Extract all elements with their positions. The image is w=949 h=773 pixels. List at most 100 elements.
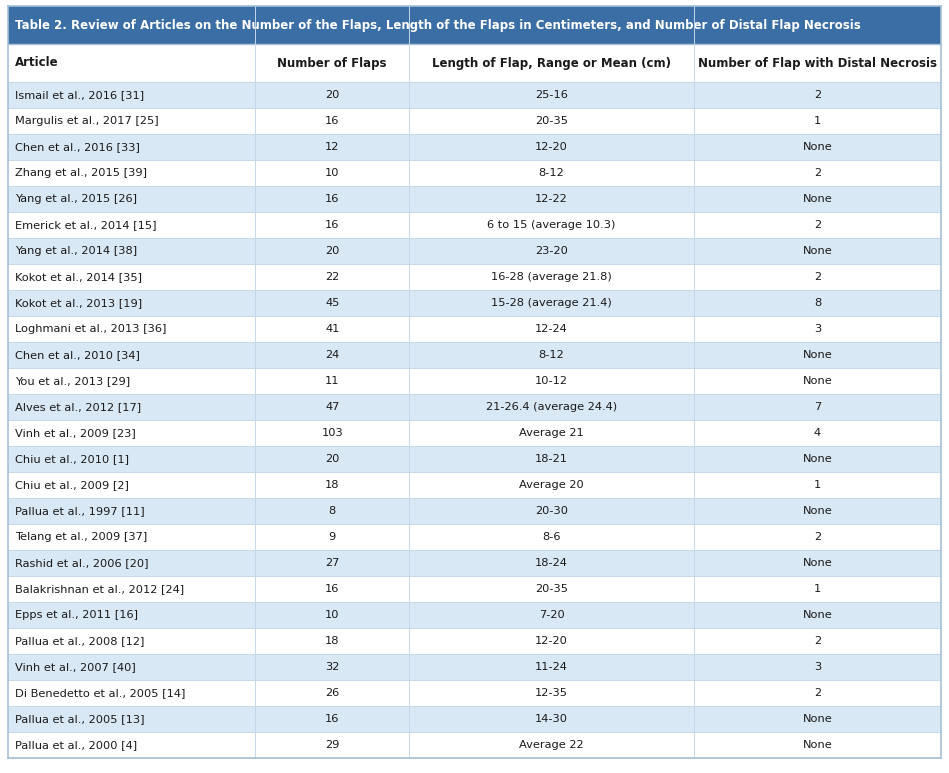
Text: 20: 20 xyxy=(325,90,340,100)
Bar xyxy=(8,472,941,498)
Bar xyxy=(8,108,941,134)
Bar xyxy=(8,602,941,628)
Text: 8: 8 xyxy=(328,506,336,516)
Text: 2: 2 xyxy=(814,532,821,542)
Text: 15-28 (average 21.4): 15-28 (average 21.4) xyxy=(491,298,612,308)
Text: None: None xyxy=(803,714,832,724)
Text: Average 22: Average 22 xyxy=(519,740,584,750)
Text: 25-16: 25-16 xyxy=(535,90,568,100)
Bar xyxy=(8,82,941,108)
Text: 8-6: 8-6 xyxy=(542,532,561,542)
Text: 7-20: 7-20 xyxy=(539,610,565,620)
Text: None: None xyxy=(803,376,832,386)
Bar xyxy=(8,342,941,368)
Bar xyxy=(8,550,941,576)
Text: You et al., 2013 [29]: You et al., 2013 [29] xyxy=(15,376,130,386)
Text: 2: 2 xyxy=(814,636,821,646)
Text: Chen et al., 2010 [34]: Chen et al., 2010 [34] xyxy=(15,350,140,360)
Bar xyxy=(8,394,941,420)
Text: 3: 3 xyxy=(813,662,821,672)
Text: Balakrishnan et al., 2012 [24]: Balakrishnan et al., 2012 [24] xyxy=(15,584,184,594)
Text: 1: 1 xyxy=(813,584,821,594)
Bar xyxy=(8,576,941,602)
Text: Pallua et al., 2008 [12]: Pallua et al., 2008 [12] xyxy=(15,636,144,646)
Text: 41: 41 xyxy=(325,324,340,334)
Text: Vinh et al., 2009 [23]: Vinh et al., 2009 [23] xyxy=(15,428,136,438)
Text: None: None xyxy=(803,610,832,620)
Text: 27: 27 xyxy=(325,558,340,568)
Text: 22: 22 xyxy=(326,272,340,282)
Bar xyxy=(8,160,941,186)
Text: 20: 20 xyxy=(325,246,340,256)
Text: 2: 2 xyxy=(814,90,821,100)
Text: Pallua et al., 2000 [4]: Pallua et al., 2000 [4] xyxy=(15,740,137,750)
Text: 20-30: 20-30 xyxy=(535,506,568,516)
Bar xyxy=(8,654,941,680)
Text: None: None xyxy=(803,142,832,152)
Text: 8-12: 8-12 xyxy=(539,350,565,360)
Text: 6 to 15 (average 10.3): 6 to 15 (average 10.3) xyxy=(487,220,616,230)
Bar xyxy=(8,134,941,160)
Text: 10: 10 xyxy=(325,610,340,620)
Text: Emerick et al., 2014 [15]: Emerick et al., 2014 [15] xyxy=(15,220,157,230)
Text: 47: 47 xyxy=(325,402,340,412)
Bar xyxy=(8,290,941,316)
Text: 12-22: 12-22 xyxy=(535,194,568,204)
Text: 12: 12 xyxy=(325,142,340,152)
Text: None: None xyxy=(803,740,832,750)
Bar xyxy=(8,264,941,290)
Bar xyxy=(8,680,941,706)
Text: Telang et al., 2009 [37]: Telang et al., 2009 [37] xyxy=(15,532,147,542)
Text: Pallua et al., 1997 [11]: Pallua et al., 1997 [11] xyxy=(15,506,144,516)
Text: Chen et al., 2016 [33]: Chen et al., 2016 [33] xyxy=(15,142,140,152)
Text: Kokot et al., 2013 [19]: Kokot et al., 2013 [19] xyxy=(15,298,142,308)
Text: Ismail et al., 2016 [31]: Ismail et al., 2016 [31] xyxy=(15,90,144,100)
Text: 16-28 (average 21.8): 16-28 (average 21.8) xyxy=(491,272,612,282)
Text: 12-35: 12-35 xyxy=(535,688,568,698)
Text: 32: 32 xyxy=(325,662,340,672)
Text: Margulis et al., 2017 [25]: Margulis et al., 2017 [25] xyxy=(15,116,158,126)
Text: Number of Flap with Distal Necrosis: Number of Flap with Distal Necrosis xyxy=(698,56,937,70)
Text: Length of Flap, Range or Mean (cm): Length of Flap, Range or Mean (cm) xyxy=(432,56,671,70)
Text: Table 2. Review of Articles on the Number of the Flaps, Length of the Flaps in C: Table 2. Review of Articles on the Numbe… xyxy=(15,19,861,32)
Text: None: None xyxy=(803,194,832,204)
Text: 11: 11 xyxy=(325,376,340,386)
Text: 16: 16 xyxy=(325,194,340,204)
Text: 4: 4 xyxy=(814,428,821,438)
Text: Zhang et al., 2015 [39]: Zhang et al., 2015 [39] xyxy=(15,168,147,178)
Text: 23-20: 23-20 xyxy=(535,246,568,256)
Text: Average 20: Average 20 xyxy=(519,480,584,490)
Text: 3: 3 xyxy=(813,324,821,334)
Text: 18: 18 xyxy=(325,636,340,646)
Text: 16: 16 xyxy=(325,220,340,230)
Text: Chiu et al., 2009 [2]: Chiu et al., 2009 [2] xyxy=(15,480,129,490)
Text: Epps et al., 2011 [16]: Epps et al., 2011 [16] xyxy=(15,610,138,620)
Text: 20-35: 20-35 xyxy=(535,116,568,126)
Text: 2: 2 xyxy=(814,688,821,698)
Bar xyxy=(8,6,941,44)
Bar xyxy=(8,706,941,732)
Text: 26: 26 xyxy=(326,688,340,698)
Bar xyxy=(8,732,941,758)
Text: 20-35: 20-35 xyxy=(535,584,568,594)
Text: 8-12: 8-12 xyxy=(539,168,565,178)
Text: 9: 9 xyxy=(328,532,336,542)
Text: 20: 20 xyxy=(325,454,340,464)
Text: Number of Flaps: Number of Flaps xyxy=(277,56,387,70)
Text: Pallua et al., 2005 [13]: Pallua et al., 2005 [13] xyxy=(15,714,144,724)
Text: Article: Article xyxy=(15,56,59,70)
Text: 8: 8 xyxy=(813,298,821,308)
Text: 11-24: 11-24 xyxy=(535,662,568,672)
Bar xyxy=(8,524,941,550)
Text: 18: 18 xyxy=(325,480,340,490)
Text: 29: 29 xyxy=(325,740,340,750)
Text: 103: 103 xyxy=(322,428,344,438)
Bar xyxy=(8,186,941,212)
Text: Vinh et al., 2007 [40]: Vinh et al., 2007 [40] xyxy=(15,662,136,672)
Bar xyxy=(8,498,941,524)
Text: Yang et al., 2014 [38]: Yang et al., 2014 [38] xyxy=(15,246,137,256)
Text: Loghmani et al., 2013 [36]: Loghmani et al., 2013 [36] xyxy=(15,324,166,334)
Text: None: None xyxy=(803,558,832,568)
Bar xyxy=(8,316,941,342)
Text: 10: 10 xyxy=(325,168,340,178)
